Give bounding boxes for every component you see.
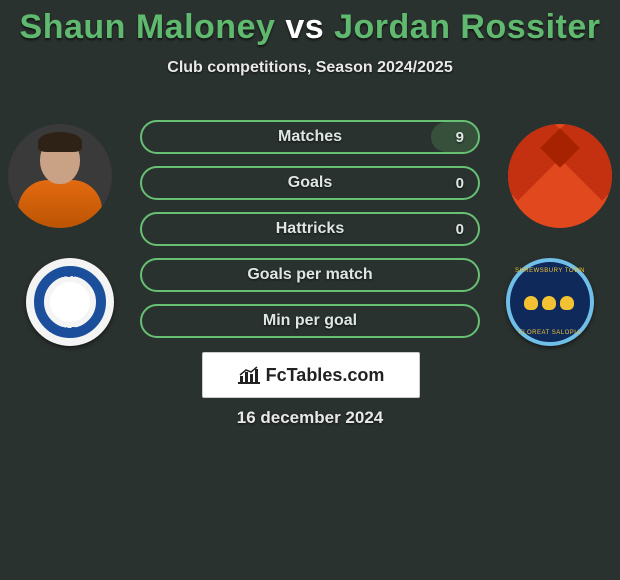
vs-separator: vs	[285, 8, 324, 46]
wigan-badge-art: WIGAN ATHLETIC	[26, 258, 114, 346]
player2-avatar-art	[508, 124, 612, 228]
player1-club-badge: WIGAN ATHLETIC	[26, 258, 114, 346]
stat-bar-matches-fill-right	[431, 122, 478, 152]
stat-bar-gpm: Goals per match	[140, 258, 480, 292]
date-text: 16 december 2024	[0, 408, 620, 428]
stat-label: Goals	[288, 174, 332, 192]
badge-right-bot-text: FLOREAT SALOPIA	[510, 330, 590, 336]
comparison-infographic: Shaun Maloney vs Jordan Rossiter Club co…	[0, 0, 620, 580]
stat-bar-hattricks: Hattricks 0	[140, 212, 480, 246]
stat-bar-goals: Goals 0	[140, 166, 480, 200]
page-title: Shaun Maloney vs Jordan Rossiter	[0, 0, 620, 47]
branding-text: FcTables.com	[266, 365, 385, 386]
player1-avatar	[8, 124, 112, 228]
badge-right-top-text: SHREWSBURY TOWN	[510, 268, 590, 274]
stat-value-right: 0	[456, 221, 464, 238]
stat-label: Goals per match	[247, 266, 372, 284]
badge-left-bot-text: ATHLETIC	[26, 327, 114, 334]
stats-bars: Matches 9 Goals 0 Hattricks 0 Goals per …	[140, 120, 480, 350]
stat-label: Matches	[278, 128, 342, 146]
chart-icon	[238, 366, 260, 384]
stat-label: Min per goal	[263, 312, 357, 330]
player1-avatar-art	[8, 124, 112, 228]
player1-name: Shaun Maloney	[20, 8, 276, 46]
player2-name: Jordan Rossiter	[334, 8, 600, 46]
stat-bar-mpg: Min per goal	[140, 304, 480, 338]
subtitle: Club competitions, Season 2024/2025	[0, 59, 620, 77]
player2-club-badge: SHREWSBURY TOWN FLOREAT SALOPIA	[506, 258, 594, 346]
stat-value-right: 9	[456, 129, 464, 146]
shrewsbury-badge-art: SHREWSBURY TOWN FLOREAT SALOPIA	[510, 262, 590, 342]
stat-label: Hattricks	[276, 220, 344, 238]
stat-bar-matches: Matches 9	[140, 120, 480, 154]
branding-box: FcTables.com	[202, 352, 420, 398]
badge-left-top-text: WIGAN	[26, 270, 114, 279]
stat-value-right: 0	[456, 175, 464, 192]
player2-avatar	[508, 124, 612, 228]
